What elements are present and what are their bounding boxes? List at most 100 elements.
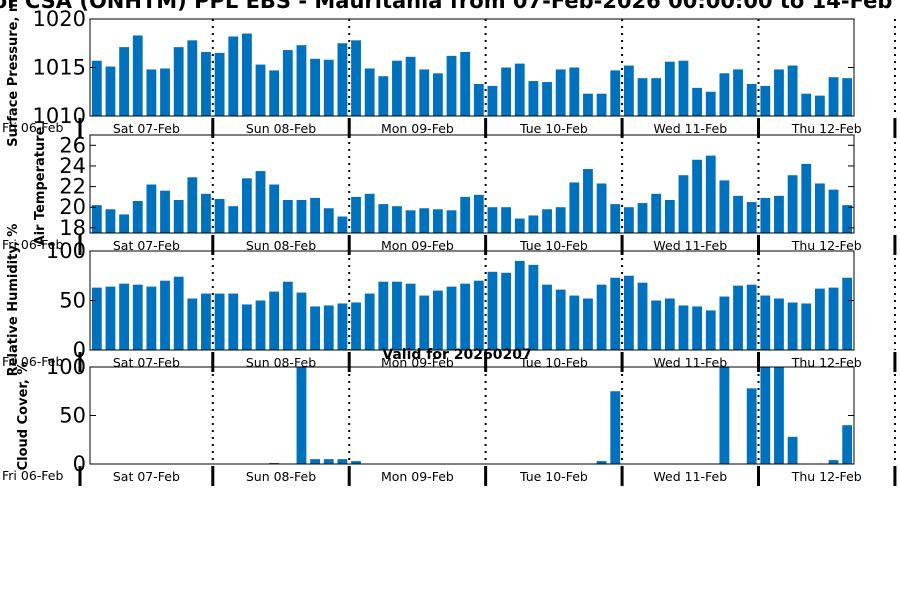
day-label: Thu 12-Feb (791, 238, 862, 253)
y-tick-label: 0 (73, 452, 86, 476)
surface-pressure-bar (569, 67, 580, 116)
first-day-label: Fri 06-Feb (2, 468, 63, 483)
air-temperature-bar (432, 209, 443, 233)
day-label: Sat 07-Feb (113, 469, 180, 484)
relative-humidity-bar (733, 285, 743, 350)
relative-humidity-bar (583, 298, 593, 350)
air-temperature-bar (460, 196, 471, 233)
surface-pressure-bar (296, 45, 307, 116)
surface-pressure-bar (310, 58, 321, 116)
surface-pressure-bar (528, 81, 539, 116)
surface-pressure-bar (814, 95, 825, 116)
air-temperature-bar (132, 201, 143, 233)
air-temperature-bar (323, 208, 334, 233)
relative-humidity-bar (310, 306, 321, 350)
relative-humidity-bar (392, 281, 402, 350)
day-label: Sun 08-Feb (246, 121, 316, 136)
panel-surface-pressure: 1010 1015 1020 Surface Pressure, mb Sat 07-F… (2, 0, 897, 147)
air-temperature-bar (678, 175, 689, 233)
surface-pressure-ylabel: Surface Pressure, mb (6, 0, 21, 147)
air-temperature-bar (610, 204, 621, 233)
first-day-label: Fri 06-Feb (2, 354, 63, 369)
air-temperature-bar (664, 199, 675, 233)
day-label: Wed 11-Feb (653, 469, 727, 484)
y-tick-label: 22 (59, 175, 86, 199)
relative-humidity-bar (91, 287, 102, 350)
relative-humidity-bar (119, 283, 130, 350)
cloud-cover-bar (337, 459, 348, 464)
relative-humidity-bar (446, 286, 457, 350)
panels: 1010 1015 1020 Surface Pressure, mb Sat 07-F… (2, 0, 897, 486)
surface-pressure-bar (351, 40, 361, 117)
relative-humidity-bar (719, 296, 730, 350)
relative-humidity-bar (146, 286, 157, 350)
relative-humidity-bar (241, 304, 252, 350)
surface-pressure-bar (637, 78, 648, 116)
relative-humidity-bar (419, 295, 430, 350)
surface-pressure-bar (214, 52, 225, 116)
surface-pressure-bar (610, 70, 621, 116)
relative-humidity-bar (774, 298, 784, 350)
air-temperature-ylabel: Air Temperature (33, 126, 48, 245)
relative-humidity-bar (760, 295, 771, 350)
surface-pressure-bar (323, 59, 334, 116)
air-temperature-bar (623, 207, 634, 233)
relative-humidity-bar (296, 292, 307, 350)
day-label: Sat 07-Feb (113, 121, 180, 136)
surface-pressure-bar (733, 69, 743, 116)
relative-humidity-bar (678, 305, 689, 350)
air-temperature-bar (787, 175, 798, 233)
surface-pressure-bar (514, 63, 525, 116)
y-tick-label: 100 (46, 239, 86, 263)
panel-cloud-cover: 0 50 100 Cloud Cover, % Sat 07-Feb Sun 08-Feb… (2, 355, 897, 486)
surface-pressure-bar (787, 65, 798, 116)
air-temperature-bar (201, 193, 211, 233)
surface-pressure-bar (419, 69, 430, 116)
air-temperature-bar (719, 180, 730, 233)
y-tick-label: 100 (46, 355, 86, 379)
cloud-cover-bar (296, 367, 307, 464)
relative-humidity-bar (323, 305, 334, 350)
relative-humidity-bar (637, 282, 648, 350)
surface-pressure-bar (364, 68, 375, 116)
air-temperature-bar (337, 216, 348, 233)
air-temperature-bar (555, 207, 566, 233)
day-label: Tue 10-Feb (519, 238, 588, 253)
day-label: Tue 10-Feb (519, 355, 588, 370)
day-label: Wed 11-Feb (653, 121, 727, 136)
air-temperature-bar (173, 199, 184, 233)
surface-pressure-bar (501, 67, 512, 116)
relative-humidity-bar (473, 280, 484, 350)
air-temperature-bar (514, 218, 525, 233)
surface-pressure-bar (405, 56, 416, 116)
relative-humidity-bar (105, 286, 116, 350)
air-temperature-bar (760, 197, 771, 233)
surface-pressure-bar (392, 60, 402, 116)
surface-pressure-bar (774, 69, 784, 116)
surface-pressure-bar (760, 85, 771, 116)
y-tick-label: 50 (59, 289, 86, 313)
day-label: Wed 11-Feb (653, 355, 727, 370)
y-tick-label: 18 (59, 216, 86, 240)
day-label: Thu 12-Feb (791, 355, 862, 370)
air-temperature-bar (446, 210, 457, 233)
surface-pressure-bar (282, 50, 293, 116)
relative-humidity-bar (269, 291, 280, 350)
surface-pressure-bar (378, 76, 389, 116)
air-temperature-bar (814, 183, 825, 233)
relative-humidity-bar (542, 284, 552, 350)
surface-pressure-bar (719, 73, 730, 116)
relative-humidity-bar (842, 277, 853, 350)
surface-pressure-bar (542, 82, 552, 116)
cloud-cover-bar (787, 436, 798, 464)
surface-pressure-bar (828, 77, 839, 116)
relative-humidity-bar (514, 260, 525, 350)
air-temperature-bar (419, 208, 430, 233)
y-tick-label: 20 (59, 195, 86, 219)
air-temperature-bar (569, 182, 580, 233)
cloud-cover-bar (746, 388, 757, 464)
day-label: Tue 10-Feb (519, 121, 588, 136)
y-tick-label: 1020 (33, 7, 86, 31)
